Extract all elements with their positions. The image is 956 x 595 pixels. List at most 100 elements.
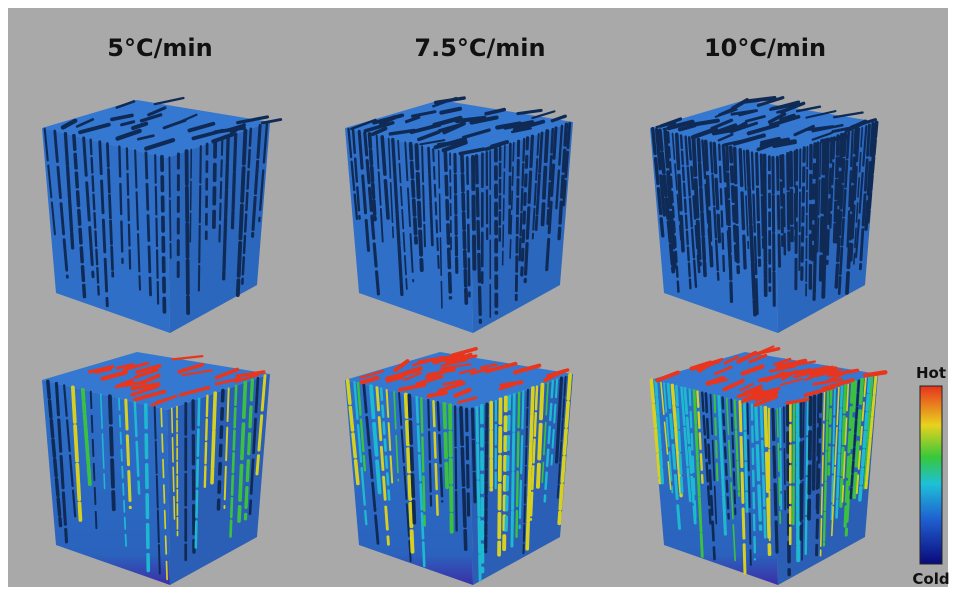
pore (139, 113, 163, 123)
pore (832, 111, 864, 119)
pore (516, 108, 543, 116)
pore (114, 378, 134, 389)
pore (557, 373, 572, 526)
pore (767, 155, 772, 293)
pore (792, 370, 819, 379)
pore (659, 117, 683, 128)
pore (704, 392, 716, 561)
pore (785, 403, 791, 577)
pore (436, 401, 444, 503)
pore (865, 120, 879, 224)
pore (657, 128, 676, 274)
pore (830, 386, 840, 537)
cube (42, 352, 270, 585)
pore (211, 139, 218, 229)
pore (436, 139, 468, 147)
pore (443, 150, 453, 300)
pore (130, 382, 161, 391)
pore (89, 390, 98, 535)
pore (835, 385, 844, 519)
pore (234, 373, 260, 383)
pore (210, 391, 218, 485)
pore (393, 359, 410, 373)
pore (427, 398, 433, 507)
pore (174, 113, 198, 125)
pore (440, 363, 472, 370)
pore (794, 148, 799, 295)
pore (674, 384, 684, 494)
pore (779, 113, 796, 122)
pore (94, 367, 113, 374)
pore (725, 397, 736, 562)
pore (531, 133, 540, 240)
pore (475, 406, 482, 582)
pore (248, 376, 260, 516)
pore (495, 121, 522, 130)
pore (723, 355, 739, 365)
pore (849, 127, 860, 262)
pore (410, 110, 437, 118)
cube (650, 95, 879, 333)
pore (837, 130, 851, 295)
pore (789, 150, 794, 243)
pore (442, 379, 463, 386)
pore (541, 381, 549, 484)
pore (804, 397, 810, 556)
cube-face (42, 128, 170, 333)
pore (863, 374, 874, 490)
pore (697, 362, 714, 373)
pore (544, 126, 558, 278)
pore (722, 378, 745, 392)
pore (540, 129, 550, 227)
pore (858, 123, 871, 271)
pore (415, 374, 444, 386)
pore (357, 129, 371, 252)
pore (773, 357, 792, 366)
pore (779, 154, 785, 248)
pore (546, 127, 554, 225)
pore (130, 384, 160, 397)
pore (432, 399, 439, 516)
pore (512, 363, 542, 375)
pore (670, 383, 683, 498)
pore (408, 141, 418, 245)
pore (391, 137, 404, 297)
pore (819, 391, 826, 557)
pore (786, 152, 791, 252)
pore (178, 385, 211, 397)
pore (793, 124, 815, 137)
pore (834, 131, 848, 290)
pore (776, 358, 808, 369)
pore (717, 394, 727, 536)
pore (458, 147, 486, 156)
pore (176, 405, 179, 537)
pore (197, 145, 202, 292)
pore (756, 95, 785, 108)
pore (771, 407, 779, 555)
pore (772, 140, 797, 148)
pore (666, 382, 681, 530)
pore (230, 123, 246, 135)
pore (131, 121, 149, 131)
pore (191, 128, 225, 141)
pore (755, 152, 762, 268)
pore (63, 384, 77, 518)
pore (397, 139, 408, 290)
pore (759, 405, 767, 539)
pore (733, 399, 741, 497)
pore (133, 401, 141, 495)
pore (356, 381, 367, 472)
pore (362, 383, 380, 546)
pore (512, 119, 546, 132)
column-title: 10°C/min (704, 34, 826, 62)
pore (525, 386, 535, 551)
pore (375, 134, 384, 243)
pore (153, 96, 185, 106)
pore (181, 369, 213, 377)
pore (407, 393, 417, 525)
pore (235, 370, 266, 378)
pore (715, 123, 738, 134)
pore (465, 407, 471, 517)
pore (801, 399, 805, 564)
